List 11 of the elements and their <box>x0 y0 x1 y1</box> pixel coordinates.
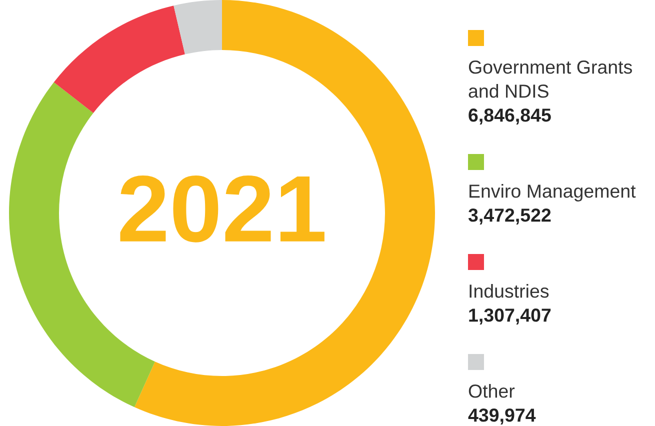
data-label: 3,472,522 <box>468 208 551 224</box>
donut-slice <box>54 6 185 113</box>
legend-label: Government Grants and NDIS <box>468 60 632 98</box>
text: 2021 <box>120 175 324 242</box>
legend-label: Enviro Management <box>470 184 636 202</box>
donut-slice <box>174 0 222 54</box>
legend-label: Other <box>468 384 515 398</box>
data-label: 1,307,407 <box>469 308 551 324</box>
data-label: 439,974 <box>468 408 536 424</box>
legend-label: Industries <box>470 284 549 298</box>
data-label: 6,846,845 <box>468 108 551 124</box>
